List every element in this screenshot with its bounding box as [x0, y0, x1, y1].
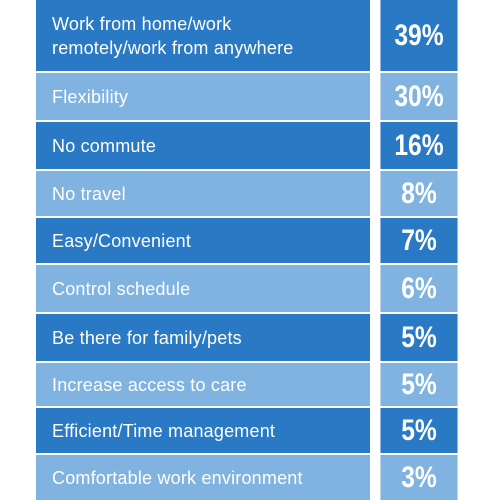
row-label: Control schedule	[36, 265, 370, 312]
table-row: Easy/Convenient 7%	[36, 218, 466, 263]
row-value: 39%	[380, 0, 458, 71]
row-label: Work from home/work remotely/work from a…	[36, 0, 370, 71]
row-value: 5%	[380, 408, 458, 453]
row-label: Increase access to care	[36, 363, 370, 406]
table-row: Work from home/work remotely/work from a…	[36, 0, 466, 71]
table-row: Flexibility 30%	[36, 73, 466, 120]
table-row: Be there for family/pets 5%	[36, 314, 466, 361]
row-value: 6%	[380, 265, 458, 312]
row-label: Be there for family/pets	[36, 314, 370, 361]
row-label: No travel	[36, 171, 370, 216]
row-value: 7%	[380, 218, 458, 263]
percentage-table: Work from home/work remotely/work from a…	[36, 0, 466, 500]
row-label: Easy/Convenient	[36, 218, 370, 263]
row-value: 5%	[380, 363, 458, 406]
row-label: No commute	[36, 122, 370, 169]
row-value: 16%	[380, 122, 458, 169]
table-row: Comfortable work environment 3%	[36, 455, 466, 500]
table-row: No travel 8%	[36, 171, 466, 216]
row-value: 30%	[380, 73, 458, 120]
row-label: Comfortable work environment	[36, 455, 370, 500]
row-label: Flexibility	[36, 73, 370, 120]
row-label: Efficient/Time management	[36, 408, 370, 453]
table-row: Increase access to care 5%	[36, 363, 466, 406]
table-row: No commute 16%	[36, 122, 466, 169]
table-row: Control schedule 6%	[36, 265, 466, 312]
row-value: 5%	[380, 314, 458, 361]
row-value: 3%	[380, 455, 458, 500]
table-row: Efficient/Time management 5%	[36, 408, 466, 453]
row-value: 8%	[380, 171, 458, 216]
